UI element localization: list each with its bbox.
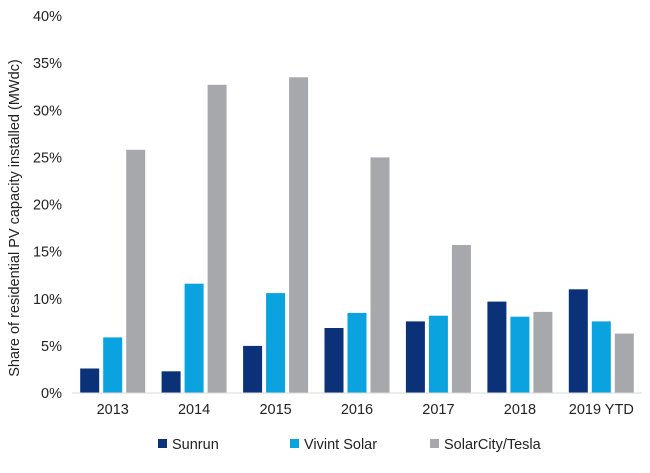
bar-solarcity-tesla-2014 [207, 84, 227, 394]
bar-sunrun-2015 [243, 345, 263, 393]
bar-solarcity-tesla-2018 [533, 311, 553, 393]
bar-vivint-solar-2016 [347, 312, 367, 393]
bar-vivint-solar-2015 [266, 293, 286, 393]
bar-solarcity-tesla-2016 [370, 157, 390, 393]
bar-solarcity-tesla-2019-ytd [614, 333, 634, 393]
x-tick-label: 2019 YTD [569, 402, 634, 418]
y-tick-label: 10% [33, 292, 62, 308]
x-axis-ticks: 2013 2014 2015 2016 2017 2018 2019 YTD [97, 402, 634, 418]
bar-solarcity-tesla-2013 [126, 149, 146, 393]
bar-vivint-solar-2018 [510, 316, 530, 393]
x-tick-label: 2014 [178, 402, 210, 418]
bar-solarcity-tesla-2017 [451, 245, 471, 393]
legend-swatch [430, 439, 439, 448]
y-tick-label: 15% [33, 245, 62, 261]
y-tick-label: 20% [33, 198, 62, 214]
bar-vivint-solar-2019-ytd [591, 321, 611, 393]
y-tick-label: 0% [41, 386, 62, 402]
legend-label: Sunrun [172, 437, 219, 453]
bar-solarcity-tesla-2015 [289, 77, 309, 394]
x-tick-label: 2016 [341, 402, 373, 418]
legend-label: SolarCity/Tesla [444, 437, 542, 453]
y-tick-label: 25% [33, 150, 62, 166]
bars [80, 77, 634, 394]
bar-sunrun-2018 [487, 301, 507, 393]
y-tick-label: 35% [33, 56, 62, 72]
bar-sunrun-2019-ytd [568, 289, 588, 393]
x-tick-label: 2017 [422, 402, 454, 418]
legend-swatch [158, 439, 167, 448]
y-tick-label: 5% [41, 339, 62, 355]
bar-sunrun-2013 [80, 368, 100, 393]
bar-vivint-solar-2017 [428, 315, 448, 393]
y-tick-label: 30% [33, 103, 62, 119]
x-tick-label: 2015 [259, 402, 291, 418]
x-tick-label: 2018 [504, 402, 536, 418]
bar-sunrun-2016 [324, 328, 344, 393]
y-tick-label: 40% [33, 9, 62, 25]
y-axis-ticks: 0% 5% 10% 15% 20% 25% 30% 35% 40% [33, 9, 62, 402]
x-tick-label: 2013 [97, 402, 129, 418]
bar-sunrun-2014 [161, 371, 181, 393]
y-axis-label: Share of residential PV capacity install… [7, 59, 23, 377]
bar-vivint-solar-2014 [184, 283, 204, 393]
legend-swatch [290, 439, 299, 448]
bar-vivint-solar-2013 [103, 337, 123, 393]
legend-label: Vivint Solar [304, 437, 377, 453]
legend: Sunrun Vivint Solar SolarCity/Tesla [158, 437, 542, 453]
bar-sunrun-2017 [405, 321, 425, 393]
